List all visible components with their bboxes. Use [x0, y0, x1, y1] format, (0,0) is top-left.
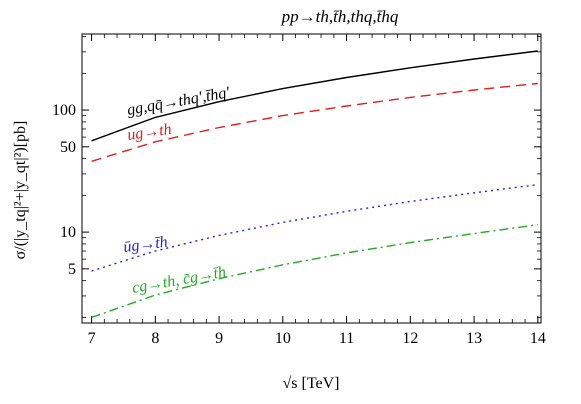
x-tick-label: 13 — [466, 330, 482, 347]
series-lines — [91, 50, 538, 319]
y-tick-label: 50 — [60, 139, 76, 156]
series-label-ug-th: ug→th — [126, 121, 172, 144]
x-tick-label: 14 — [530, 330, 546, 347]
chart-title: pp→th,t̄h,thq,t̄hq — [281, 7, 399, 26]
y-tick-label: 10 — [60, 224, 76, 241]
series-line-cg — [91, 224, 538, 319]
series-label-cg: cg→th, c̄g→t̄h — [131, 264, 228, 297]
y-axis-label: σ/(|y_tq|²+|y_qt|²)[pb] — [12, 121, 29, 260]
x-tick-label: 12 — [402, 330, 418, 347]
x-tick-label: 11 — [339, 330, 354, 347]
y-tick-label: 5 — [68, 261, 76, 278]
x-axis-label: √s [TeV] — [283, 375, 340, 392]
x-tick-label: 10 — [275, 330, 291, 347]
series-label-gg: gg,qq̄→thq′,t̄hq′ — [126, 84, 232, 119]
x-axis-ticks: 7 8 9 10 11 12 13 14 — [88, 34, 546, 347]
series-label-ubar-g: ūg→t̄h — [122, 234, 168, 256]
plot-frame — [81, 33, 542, 324]
x-tick-label: 7 — [88, 330, 96, 347]
y-axis-ticks: 5 10 50 100 — [52, 36, 541, 318]
x-tick-label: 8 — [151, 330, 159, 347]
series-line-ug-th — [91, 82, 538, 162]
y-tick-label: 100 — [52, 102, 76, 119]
series-line-gg — [91, 50, 538, 142]
series-line-ubar-g — [91, 183, 538, 272]
x-tick-label: 9 — [215, 330, 223, 347]
